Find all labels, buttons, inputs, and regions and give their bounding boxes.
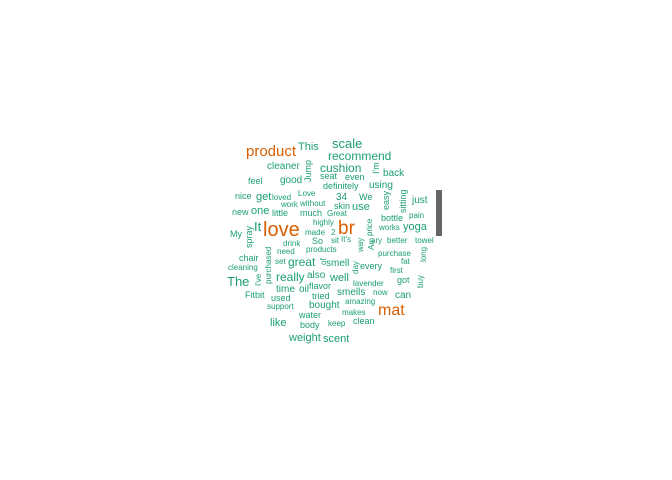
word-using: using bbox=[369, 180, 393, 191]
word-back: back bbox=[383, 168, 405, 179]
word-my: My bbox=[230, 229, 242, 239]
word-set: set bbox=[275, 257, 286, 266]
word-lavender: lavender bbox=[353, 279, 384, 288]
word-also: also bbox=[307, 270, 326, 281]
word-use: use bbox=[352, 201, 370, 213]
word-br: br bbox=[338, 218, 355, 239]
word-it: It bbox=[254, 219, 262, 234]
word-n2: 2 bbox=[331, 228, 336, 237]
word-cleaner: cleaner bbox=[267, 161, 300, 172]
vertical-bar bbox=[436, 190, 442, 236]
word-works: works bbox=[379, 223, 400, 232]
word-scent: scent bbox=[323, 333, 350, 345]
word-water: water bbox=[299, 310, 322, 320]
word-scale: scale bbox=[332, 136, 363, 151]
word-chair: chair bbox=[239, 253, 259, 263]
word-highly: highly bbox=[313, 218, 334, 227]
word-get: get bbox=[256, 191, 272, 203]
word-much: much bbox=[300, 208, 323, 218]
word-products: products bbox=[306, 245, 337, 254]
word-cleaning: cleaning bbox=[228, 263, 258, 272]
word-love2: Love bbox=[298, 189, 316, 198]
word-well: well bbox=[330, 272, 349, 284]
word-bottle: bottle bbox=[381, 213, 404, 223]
word-sit: sit bbox=[331, 236, 339, 245]
word-yoga: yoga bbox=[403, 221, 427, 233]
word-buy: buy bbox=[416, 275, 425, 288]
word-even: even bbox=[345, 172, 365, 182]
word-without: without bbox=[300, 199, 326, 208]
word-spray: spray bbox=[244, 225, 254, 248]
word-clean: clean bbox=[353, 316, 375, 326]
word-pain: pain bbox=[409, 211, 425, 220]
word-flavor: flavor bbox=[309, 281, 332, 291]
word-love: love bbox=[263, 219, 300, 241]
word-amazing: amazing bbox=[345, 297, 376, 306]
word-product: product bbox=[246, 143, 297, 160]
word-long: long bbox=[419, 246, 428, 262]
word-the: The bbox=[227, 274, 250, 289]
word-smells: smells bbox=[337, 287, 366, 298]
word-so: So bbox=[312, 236, 324, 246]
word-jump: Jump bbox=[303, 159, 313, 182]
word-need: need bbox=[277, 247, 295, 256]
word-one: one bbox=[251, 205, 270, 217]
word-drink: drink bbox=[283, 239, 301, 248]
word-sitting: sitting bbox=[398, 189, 408, 213]
word-this: This bbox=[298, 141, 319, 153]
word-loved: loved bbox=[272, 193, 292, 202]
word-body: body bbox=[300, 320, 320, 330]
word-work: work bbox=[281, 200, 298, 209]
word-purchase: purchase bbox=[378, 249, 411, 258]
word-feel: feel bbox=[248, 176, 263, 186]
word-used: used bbox=[271, 293, 291, 303]
word-fat: fat bbox=[401, 257, 410, 266]
word-purchased: purchased bbox=[264, 246, 273, 284]
word-little: little bbox=[272, 208, 289, 218]
word-now: now bbox=[373, 288, 388, 297]
word-recommend: recommend bbox=[328, 149, 392, 163]
word-ary: ary bbox=[371, 236, 383, 245]
word-nice: nice bbox=[235, 191, 252, 201]
word-makes: makes bbox=[342, 308, 366, 317]
word-mat: mat bbox=[378, 302, 405, 319]
word-great: great bbox=[288, 255, 316, 269]
word-got: got bbox=[397, 275, 410, 285]
word-definitely: definitely bbox=[323, 181, 359, 191]
word-new: new bbox=[232, 207, 249, 217]
word-fitbit: Fitbit bbox=[245, 290, 265, 300]
word-time: time bbox=[276, 284, 295, 295]
word-its: It's bbox=[341, 235, 351, 244]
word-first: first bbox=[390, 266, 403, 275]
word-really: really bbox=[276, 270, 305, 284]
word-like: like bbox=[270, 317, 287, 329]
word-smell: smell bbox=[326, 258, 350, 269]
word-towel: towel bbox=[415, 236, 434, 245]
word-can: can bbox=[395, 290, 412, 301]
word-good: good bbox=[280, 175, 303, 186]
word-just: just bbox=[412, 195, 428, 206]
word-every: every bbox=[360, 261, 383, 271]
word-im: I'm bbox=[371, 162, 381, 174]
word-easy: easy bbox=[381, 190, 391, 210]
word-tried: tried bbox=[312, 291, 330, 301]
word-bought: bought bbox=[309, 300, 340, 311]
word-skin: skin bbox=[334, 201, 351, 211]
word-ive: I've bbox=[254, 273, 263, 286]
word-n34: 34 bbox=[336, 192, 348, 203]
word-keep: keep bbox=[328, 319, 346, 328]
word-made: made bbox=[305, 228, 326, 237]
word-oil: oil bbox=[299, 284, 310, 295]
word-we: We bbox=[359, 192, 373, 202]
word-price: price bbox=[365, 218, 374, 236]
word-great2: Great bbox=[327, 209, 348, 218]
word-seat: seat bbox=[320, 171, 338, 181]
word-support: support bbox=[267, 302, 294, 311]
word-better: better bbox=[387, 236, 408, 245]
word-way: way bbox=[356, 237, 365, 252]
word-weight: weight bbox=[289, 332, 321, 344]
word-day: day bbox=[351, 261, 360, 274]
word-cushion: cushion bbox=[320, 161, 362, 175]
